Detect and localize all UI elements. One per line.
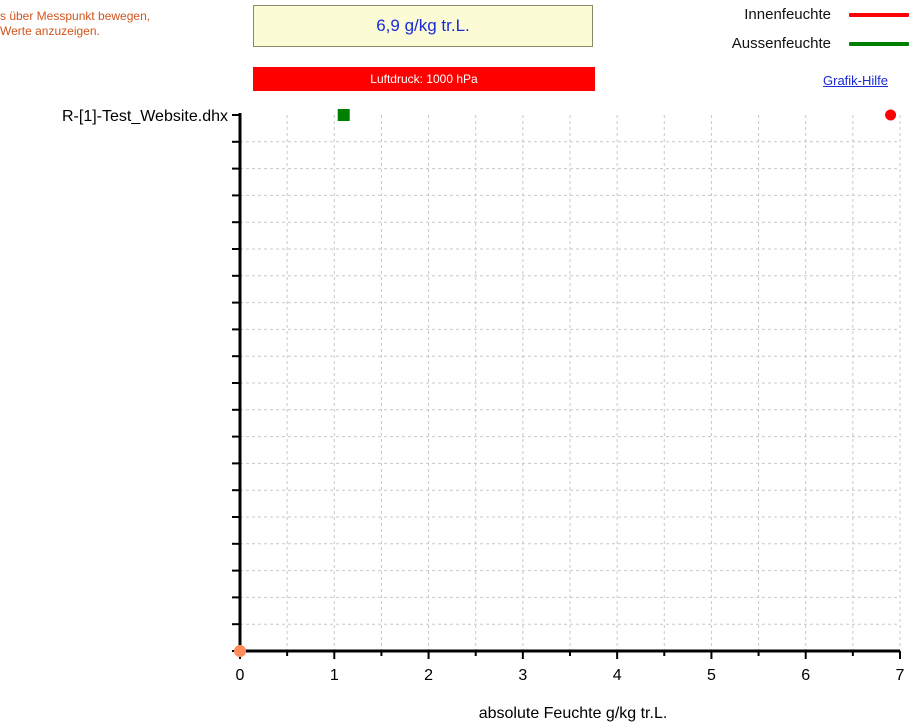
legend-swatch-aussenfeuchte (849, 41, 909, 46)
air-pressure-label: Luftdruck: 1000 hPa (370, 72, 478, 86)
y-category-label: R-[1]-Test_Website.dhx (62, 108, 228, 125)
grafik-hilfe-link[interactable]: Grafik-Hilfe (823, 73, 889, 88)
legend-item-aussenfeuchte: Aussenfeuchte (732, 35, 909, 52)
x-tick-label: 3 (518, 667, 527, 684)
legend-label-aussenfeuchte: Aussenfeuchte (731, 35, 831, 52)
legend-label-innenfeuchte: Innenfeuchte (744, 6, 831, 23)
value-display: 6,9 g/kg tr.L. (253, 5, 593, 47)
x-tick-label: 2 (424, 667, 433, 684)
legend-item-innenfeuchte: Innenfeuchte (744, 6, 909, 23)
hover-hint-text: s über Messpunkt bewegen, Werte anzuzeig… (0, 9, 151, 38)
x-tick-label: 7 (896, 667, 905, 684)
data-point-innenfeuchte (885, 109, 897, 121)
x-tick-label: 5 (707, 667, 716, 684)
x-axis-label: absolute Feuchte g/kg tr.L. (479, 705, 668, 722)
origin-marker (234, 645, 246, 657)
x-tick-label: 1 (330, 667, 339, 684)
data-point-aussenfeuchte (337, 109, 350, 121)
value-display-text: 6,9 g/kg tr.L. (376, 16, 470, 35)
x-tick-label: 0 (236, 667, 245, 684)
x-tick-label: 4 (613, 667, 622, 684)
air-pressure-bar: Luftdruck: 1000 hPa (253, 67, 595, 91)
legend-swatch-innenfeuchte (849, 12, 909, 17)
x-tick-label: 6 (801, 667, 810, 684)
